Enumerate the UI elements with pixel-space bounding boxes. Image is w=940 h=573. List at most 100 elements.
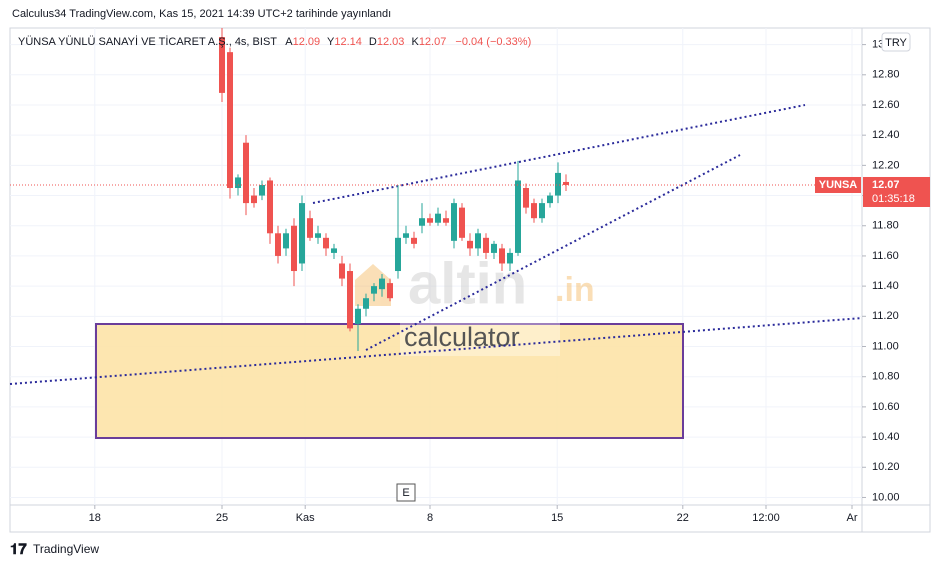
candle-body	[491, 243, 497, 253]
watermark-sub-bg	[400, 322, 560, 356]
candle-body	[331, 248, 337, 253]
y-tick-label: 11.60	[872, 250, 899, 262]
candle-body	[499, 248, 505, 264]
grid	[10, 28, 862, 505]
candle-body	[251, 195, 257, 204]
price-axis: 10.00 10.20 10.40 10.60 10.80 11.00 11.20 11.40…	[89, 39, 930, 524]
candle-body	[355, 308, 361, 324]
candle-body	[315, 233, 321, 238]
candle-body	[435, 213, 441, 223]
event-marker[interactable]	[396, 483, 416, 502]
y-tick-label: 10.40	[872, 431, 900, 443]
y-tick-label: 11.20	[872, 310, 899, 322]
plot	[10, 28, 862, 352]
candle-body	[515, 180, 521, 253]
candle-body	[291, 225, 297, 272]
price-tag	[863, 176, 930, 207]
candle-body	[275, 233, 281, 256]
y-tick-label: 10.80	[872, 371, 900, 383]
low-label: D	[369, 36, 377, 48]
candle-body	[419, 218, 425, 226]
candle-body	[395, 237, 401, 272]
x-tick-label: Ar	[847, 512, 858, 524]
symbol-tag-label: YUNSA	[819, 179, 858, 191]
candle-body	[235, 177, 241, 189]
candle-body	[219, 37, 225, 93]
candle-body	[259, 184, 265, 196]
candle-body	[243, 142, 249, 204]
candle-body	[539, 203, 545, 219]
watermark-suffix: .in	[555, 271, 595, 309]
candle-body	[547, 195, 553, 204]
candle-body	[283, 233, 289, 249]
price-tag-value: 12.07	[872, 179, 900, 191]
candle-body	[227, 52, 233, 189]
symbol-tag	[815, 176, 861, 193]
close-label: K	[411, 36, 419, 48]
zone-rectangle	[95, 323, 684, 439]
candle-body	[483, 237, 489, 253]
footer-brand: TradingView	[33, 542, 99, 556]
candle-body	[347, 271, 353, 329]
currency-button[interactable]	[881, 32, 911, 52]
price-tag-countdown: 01:35:18	[872, 193, 915, 205]
candle-body	[323, 237, 329, 249]
candle-body	[371, 286, 377, 294]
candle-body	[467, 240, 473, 249]
y-tick-label: 12.60	[872, 99, 900, 111]
x-tick-label: 12:00	[752, 512, 780, 524]
y-tick-label: 10.00	[872, 491, 900, 503]
candle-body	[475, 233, 481, 249]
candle-body	[531, 203, 537, 219]
high-value: 12.14	[334, 36, 362, 48]
change-value: −0.04 (−0.33%)	[455, 36, 531, 48]
y-tick-label: 11.80	[872, 220, 899, 232]
symbol: YÜNSA YÜNLÜ SANAYİ VE TİCARET A.Ş., 4s, …	[18, 35, 277, 48]
y-tick-label: 12.40	[872, 129, 900, 141]
candle-body	[523, 188, 529, 208]
open-value: 12.09	[293, 36, 321, 48]
candle-body	[555, 172, 561, 196]
y-tick-label: 11.40	[872, 280, 899, 292]
high-label: Y	[327, 36, 335, 48]
x-tick-label: 8	[427, 512, 433, 524]
candle-body	[307, 218, 313, 238]
upper-trend-line	[312, 104, 806, 204]
candle-body	[379, 278, 385, 290]
x-tick-label: 18	[89, 512, 101, 524]
watermark: altin .in	[355, 251, 595, 316]
footer: 𝟏𝟕 TradingView	[10, 541, 99, 558]
candle-body	[459, 207, 465, 238]
y-tick-label: 12.20	[872, 159, 900, 171]
currency-label[interactable]: TRY	[885, 37, 907, 49]
footer-logo: 𝟏𝟕	[10, 541, 27, 558]
candle-body	[507, 252, 513, 264]
lower-trend-line	[365, 154, 741, 351]
y-tick-label: 12.80	[872, 69, 900, 81]
publish-info: Calculus34 TradingView.com, Kas 15, 2021…	[12, 8, 391, 20]
x-tick-label: 15	[551, 512, 563, 524]
y-tick-label: 10.60	[872, 401, 900, 413]
symbol-legend: YÜNSA YÜNLÜ SANAYİ VE TİCARET A.Ş., 4s, …	[18, 35, 531, 48]
candle-body	[563, 181, 569, 185]
candle-body	[363, 298, 369, 309]
chart-frame	[9, 27, 931, 533]
low-value: 12.03	[377, 36, 405, 48]
watermark-sub: calculator	[404, 322, 520, 352]
trend-lines	[9, 104, 863, 385]
candle-body	[443, 218, 449, 223]
candle-body	[451, 203, 457, 241]
candle-body	[427, 218, 433, 223]
x-tick-label: Kas	[296, 512, 315, 524]
candle-body	[339, 263, 345, 279]
candle-body	[299, 203, 305, 264]
candle-body	[411, 237, 417, 244]
event-label[interactable]: E	[402, 487, 409, 499]
candle-body	[403, 233, 409, 238]
close-value: 12.07	[419, 36, 447, 48]
candle-body	[267, 180, 273, 234]
x-tick-label: 22	[677, 512, 689, 524]
candle-body	[387, 283, 393, 299]
